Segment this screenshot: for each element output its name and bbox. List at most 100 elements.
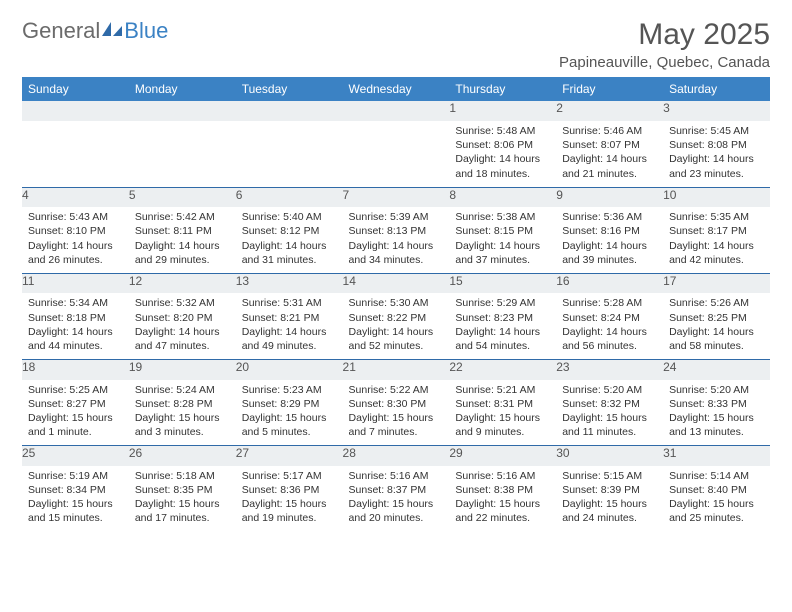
day-cell: Sunrise: 5:16 AMSunset: 8:37 PMDaylight:… bbox=[343, 466, 450, 532]
daylight: Daylight: 15 hours and 9 minutes. bbox=[455, 411, 550, 439]
day-number: 15 bbox=[449, 273, 556, 293]
daylight: Daylight: 15 hours and 13 minutes. bbox=[669, 411, 764, 439]
day-cell: Sunrise: 5:36 AMSunset: 8:16 PMDaylight:… bbox=[556, 207, 663, 273]
day-cell: Sunrise: 5:32 AMSunset: 8:20 PMDaylight:… bbox=[129, 293, 236, 359]
sunrise: Sunrise: 5:34 AM bbox=[28, 296, 123, 310]
day-cell: Sunrise: 5:17 AMSunset: 8:36 PMDaylight:… bbox=[236, 466, 343, 532]
sunset: Sunset: 8:17 PM bbox=[669, 224, 764, 238]
day-cell: Sunrise: 5:20 AMSunset: 8:32 PMDaylight:… bbox=[556, 380, 663, 446]
day-cell bbox=[22, 121, 129, 187]
sunset: Sunset: 8:38 PM bbox=[455, 483, 550, 497]
sunset: Sunset: 8:30 PM bbox=[349, 397, 444, 411]
day-number: 31 bbox=[663, 446, 770, 466]
day-number: 5 bbox=[129, 187, 236, 207]
daylight: Daylight: 14 hours and 54 minutes. bbox=[455, 325, 550, 353]
day-cell bbox=[343, 121, 450, 187]
day-number: 12 bbox=[129, 273, 236, 293]
title-block: May 2025 Papineauville, Quebec, Canada bbox=[559, 18, 770, 71]
sunrise: Sunrise: 5:26 AM bbox=[669, 296, 764, 310]
header: General Blue May 2025 Papineauville, Que… bbox=[22, 18, 770, 71]
daylight: Daylight: 15 hours and 25 minutes. bbox=[669, 497, 764, 525]
day-details: Sunrise: 5:29 AMSunset: 8:23 PMDaylight:… bbox=[449, 293, 556, 359]
daylight: Daylight: 14 hours and 31 minutes. bbox=[242, 239, 337, 267]
sunset: Sunset: 8:35 PM bbox=[135, 483, 230, 497]
week-text-row: Sunrise: 5:25 AMSunset: 8:27 PMDaylight:… bbox=[22, 380, 770, 446]
day-number bbox=[343, 101, 450, 121]
sunset: Sunset: 8:34 PM bbox=[28, 483, 123, 497]
sunrise: Sunrise: 5:35 AM bbox=[669, 210, 764, 224]
sunset: Sunset: 8:21 PM bbox=[242, 311, 337, 325]
sunset: Sunset: 8:10 PM bbox=[28, 224, 123, 238]
day-number: 21 bbox=[343, 360, 450, 380]
day-number: 6 bbox=[236, 187, 343, 207]
daylight: Daylight: 14 hours and 21 minutes. bbox=[562, 152, 657, 180]
daylight: Daylight: 14 hours and 29 minutes. bbox=[135, 239, 230, 267]
day-header: Friday bbox=[556, 77, 663, 101]
day-cell bbox=[236, 121, 343, 187]
day-details: Sunrise: 5:28 AMSunset: 8:24 PMDaylight:… bbox=[556, 293, 663, 359]
logo-text-2: Blue bbox=[124, 18, 168, 44]
day-cell: Sunrise: 5:35 AMSunset: 8:17 PMDaylight:… bbox=[663, 207, 770, 273]
sunset: Sunset: 8:22 PM bbox=[349, 311, 444, 325]
daylight: Daylight: 14 hours and 47 minutes. bbox=[135, 325, 230, 353]
day-number: 3 bbox=[663, 101, 770, 121]
sunrise: Sunrise: 5:20 AM bbox=[669, 383, 764, 397]
day-details: Sunrise: 5:36 AMSunset: 8:16 PMDaylight:… bbox=[556, 207, 663, 273]
daylight: Daylight: 15 hours and 5 minutes. bbox=[242, 411, 337, 439]
day-cell: Sunrise: 5:45 AMSunset: 8:08 PMDaylight:… bbox=[663, 121, 770, 187]
day-cell: Sunrise: 5:39 AMSunset: 8:13 PMDaylight:… bbox=[343, 207, 450, 273]
daylight: Daylight: 14 hours and 34 minutes. bbox=[349, 239, 444, 267]
daylight: Daylight: 15 hours and 22 minutes. bbox=[455, 497, 550, 525]
sunset: Sunset: 8:32 PM bbox=[562, 397, 657, 411]
sunset: Sunset: 8:20 PM bbox=[135, 311, 230, 325]
week-daynum-row: 45678910 bbox=[22, 187, 770, 207]
day-number: 22 bbox=[449, 360, 556, 380]
day-details: Sunrise: 5:32 AMSunset: 8:20 PMDaylight:… bbox=[129, 293, 236, 359]
sunset: Sunset: 8:31 PM bbox=[455, 397, 550, 411]
day-number: 13 bbox=[236, 273, 343, 293]
day-details: Sunrise: 5:20 AMSunset: 8:33 PMDaylight:… bbox=[663, 380, 770, 446]
week-text-row: Sunrise: 5:48 AMSunset: 8:06 PMDaylight:… bbox=[22, 121, 770, 187]
logo-sail-icon bbox=[102, 22, 122, 36]
day-number: 30 bbox=[556, 446, 663, 466]
day-header: Thursday bbox=[449, 77, 556, 101]
day-details: Sunrise: 5:42 AMSunset: 8:11 PMDaylight:… bbox=[129, 207, 236, 273]
day-cell: Sunrise: 5:19 AMSunset: 8:34 PMDaylight:… bbox=[22, 466, 129, 532]
day-number: 9 bbox=[556, 187, 663, 207]
day-header: Wednesday bbox=[343, 77, 450, 101]
day-number: 1 bbox=[449, 101, 556, 121]
sunrise: Sunrise: 5:36 AM bbox=[562, 210, 657, 224]
day-cell: Sunrise: 5:20 AMSunset: 8:33 PMDaylight:… bbox=[663, 380, 770, 446]
day-cell: Sunrise: 5:15 AMSunset: 8:39 PMDaylight:… bbox=[556, 466, 663, 532]
week-text-row: Sunrise: 5:43 AMSunset: 8:10 PMDaylight:… bbox=[22, 207, 770, 273]
sunset: Sunset: 8:39 PM bbox=[562, 483, 657, 497]
day-details: Sunrise: 5:16 AMSunset: 8:38 PMDaylight:… bbox=[449, 466, 556, 532]
day-number: 4 bbox=[22, 187, 129, 207]
sunset: Sunset: 8:11 PM bbox=[135, 224, 230, 238]
sunrise: Sunrise: 5:23 AM bbox=[242, 383, 337, 397]
day-details: Sunrise: 5:43 AMSunset: 8:10 PMDaylight:… bbox=[22, 207, 129, 273]
day-cell: Sunrise: 5:23 AMSunset: 8:29 PMDaylight:… bbox=[236, 380, 343, 446]
daylight: Daylight: 15 hours and 7 minutes. bbox=[349, 411, 444, 439]
day-number bbox=[22, 101, 129, 121]
logo-text-1: General bbox=[22, 18, 100, 44]
week-daynum-row: 123 bbox=[22, 101, 770, 121]
daylight: Daylight: 15 hours and 20 minutes. bbox=[349, 497, 444, 525]
daylight: Daylight: 15 hours and 19 minutes. bbox=[242, 497, 337, 525]
day-header: Tuesday bbox=[236, 77, 343, 101]
calendar-table: SundayMondayTuesdayWednesdayThursdayFrid… bbox=[22, 77, 770, 532]
sunrise: Sunrise: 5:24 AM bbox=[135, 383, 230, 397]
daylight: Daylight: 14 hours and 26 minutes. bbox=[28, 239, 123, 267]
sunset: Sunset: 8:23 PM bbox=[455, 311, 550, 325]
day-cell bbox=[129, 121, 236, 187]
day-details: Sunrise: 5:40 AMSunset: 8:12 PMDaylight:… bbox=[236, 207, 343, 273]
sunset: Sunset: 8:24 PM bbox=[562, 311, 657, 325]
daylight: Daylight: 14 hours and 49 minutes. bbox=[242, 325, 337, 353]
sunrise: Sunrise: 5:21 AM bbox=[455, 383, 550, 397]
week-text-row: Sunrise: 5:34 AMSunset: 8:18 PMDaylight:… bbox=[22, 293, 770, 359]
sunset: Sunset: 8:33 PM bbox=[669, 397, 764, 411]
day-details: Sunrise: 5:20 AMSunset: 8:32 PMDaylight:… bbox=[556, 380, 663, 446]
day-of-week-row: SundayMondayTuesdayWednesdayThursdayFrid… bbox=[22, 77, 770, 101]
day-number: 2 bbox=[556, 101, 663, 121]
day-details: Sunrise: 5:17 AMSunset: 8:36 PMDaylight:… bbox=[236, 466, 343, 532]
